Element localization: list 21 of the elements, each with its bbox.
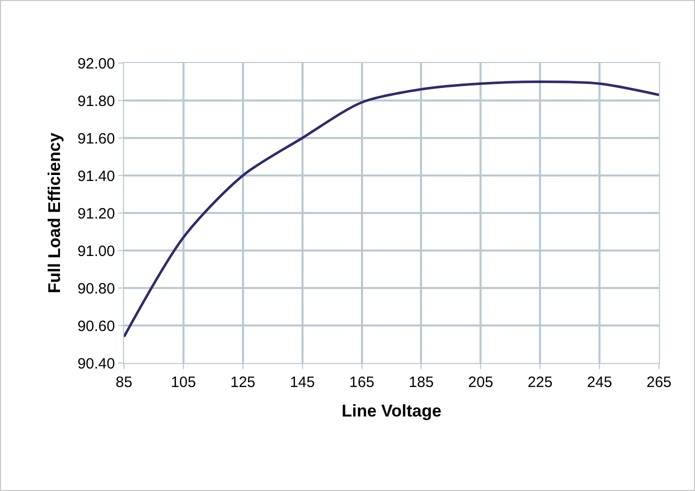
x-tick-label: 125 bbox=[230, 374, 256, 391]
x-tick-label: 245 bbox=[587, 374, 612, 391]
x-tick-label: 205 bbox=[468, 374, 494, 391]
y-tick-label: 91.00 bbox=[77, 242, 115, 260]
y-axis-title: Full Load Efficiency bbox=[45, 132, 64, 294]
y-tick-label: 91.40 bbox=[77, 168, 115, 185]
x-tick-label: 165 bbox=[349, 374, 374, 391]
y-tick-label: 92.00 bbox=[77, 55, 115, 72]
x-tick-label: 225 bbox=[528, 374, 553, 391]
x-tick-label: 105 bbox=[170, 374, 196, 391]
y-tick-label: 91.60 bbox=[77, 130, 115, 148]
x-axis-title: Line Voltage bbox=[342, 401, 442, 420]
y-tick-label: 90.40 bbox=[77, 355, 115, 372]
y-tick-label: 90.60 bbox=[77, 318, 115, 335]
x-tick-label: 85 bbox=[116, 374, 132, 391]
x-tick-label: 185 bbox=[408, 374, 434, 391]
y-tick-label: 91.80 bbox=[77, 92, 115, 110]
x-tick-label: 265 bbox=[646, 374, 672, 391]
x-tick-label: 145 bbox=[290, 374, 315, 391]
y-tick-label: 90.80 bbox=[77, 280, 115, 298]
y-tick-label: 91.20 bbox=[77, 205, 115, 222]
